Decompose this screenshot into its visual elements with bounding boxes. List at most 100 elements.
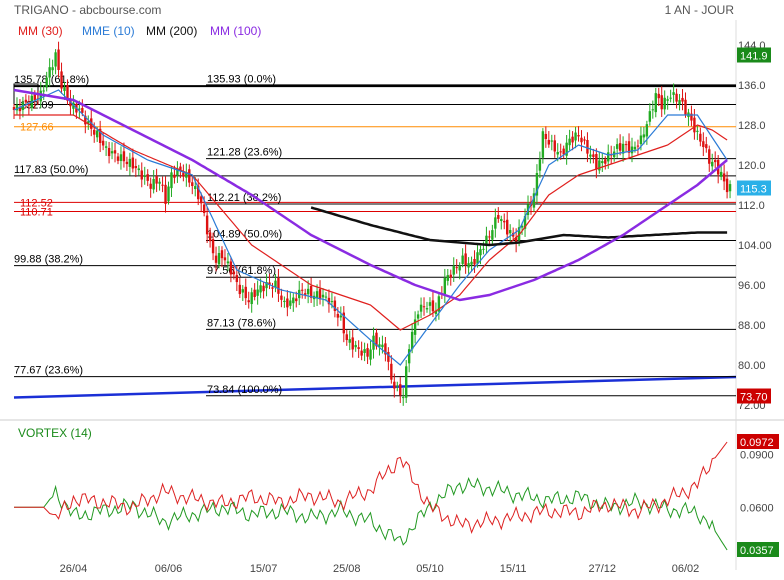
candle-body [479, 249, 482, 256]
candle-body [574, 132, 577, 141]
candle-body [164, 184, 167, 204]
candle-body [205, 215, 209, 235]
candle-body [425, 308, 429, 310]
candle-body [455, 267, 458, 269]
candle-body [728, 184, 732, 192]
candle-body [351, 337, 354, 350]
candle-body [568, 138, 571, 146]
candle-body [182, 172, 185, 177]
candle-body [306, 288, 310, 295]
candle-body [223, 257, 227, 261]
candle-body [167, 186, 170, 202]
candle-body [681, 97, 684, 102]
candle-body [354, 344, 357, 348]
candle-body [443, 277, 447, 295]
candle-body [333, 300, 337, 311]
candle-body [295, 298, 298, 302]
candle-body [648, 111, 652, 122]
x-tick-label: 27/12 [589, 563, 617, 575]
chart-period: 1 AN - JOUR [664, 3, 734, 17]
candle-body [577, 135, 580, 137]
candle-body [535, 172, 539, 196]
candle-body [520, 225, 524, 228]
fib-label: 135.78 (61.8%) [14, 74, 89, 86]
candle-body [693, 117, 696, 133]
candle-body [152, 179, 155, 190]
y-tick-label: 80.00 [738, 360, 766, 372]
candle-body [229, 261, 233, 275]
candle-body [601, 161, 604, 164]
candle-body [437, 296, 441, 312]
candle-body [250, 292, 253, 305]
candle-body [672, 92, 675, 95]
candle-body [84, 115, 87, 125]
legend-mm100: MM (100) [210, 24, 262, 38]
x-tick-label: 15/07 [250, 563, 278, 575]
candle-body [259, 285, 262, 293]
candle-body [485, 235, 488, 246]
candle-body [690, 113, 693, 121]
candle-body [633, 146, 637, 150]
vortex-y-tick-label: 0.0600 [740, 502, 774, 514]
candle-body [211, 239, 215, 254]
candle-body [116, 156, 120, 161]
candle-body [407, 349, 411, 364]
candle-body [399, 384, 402, 396]
candle-body [277, 277, 280, 294]
candle-body [550, 140, 553, 142]
x-tick-label: 15/11 [500, 563, 527, 575]
vortex-title: VORTEX (14) [18, 426, 92, 440]
candle-body [280, 295, 283, 300]
candle-body [131, 157, 135, 169]
candle-body [449, 274, 452, 278]
candle-body [39, 90, 42, 102]
candle-body [532, 193, 536, 208]
candle-body [292, 297, 295, 304]
price-badge [737, 180, 771, 196]
candle-body [627, 141, 631, 153]
candle-body [461, 255, 464, 264]
candle-body [330, 301, 334, 303]
candle-body [360, 350, 363, 356]
candle-body [654, 93, 657, 113]
candle-body [54, 52, 57, 67]
candle-body [128, 158, 132, 167]
candle-body [571, 136, 574, 143]
y-tick-label: 104.00 [738, 240, 772, 252]
candle-body [191, 182, 194, 187]
candle-body [541, 131, 545, 158]
candle-body [140, 170, 143, 180]
candle-body [722, 173, 726, 182]
candle-body [645, 124, 649, 137]
candle-body [232, 271, 236, 275]
price-badge-label: 141.9 [740, 51, 768, 63]
candle-body [143, 175, 146, 178]
candle-body [104, 146, 108, 148]
candle-body [241, 289, 244, 293]
candle-body [508, 230, 512, 234]
vortex-badge [737, 542, 779, 557]
candle-body [42, 90, 45, 92]
candle-body [158, 181, 161, 184]
candle-body [256, 289, 259, 296]
candle-body [458, 265, 461, 271]
y-tick-label: 128.0 [738, 120, 766, 132]
fib-label: 104.89 (50.0%) [207, 229, 282, 241]
candle-body [283, 300, 286, 303]
candle-body [179, 166, 182, 170]
candle-body [63, 87, 66, 91]
candle-body [324, 296, 328, 298]
candle-body [404, 366, 408, 398]
vortex-badge-label: 0.0357 [740, 545, 774, 557]
vortex-series-plus [14, 476, 728, 551]
candle-body [538, 159, 542, 171]
candle-body [506, 219, 509, 235]
candle-body [523, 216, 527, 229]
candle-body [396, 385, 399, 387]
candle-body [339, 315, 343, 318]
series-mm-200- [310, 206, 728, 247]
candle-body [711, 161, 714, 167]
candle-body [624, 144, 628, 146]
candle-body [494, 217, 497, 229]
x-tick-label: 05/10 [416, 563, 444, 575]
